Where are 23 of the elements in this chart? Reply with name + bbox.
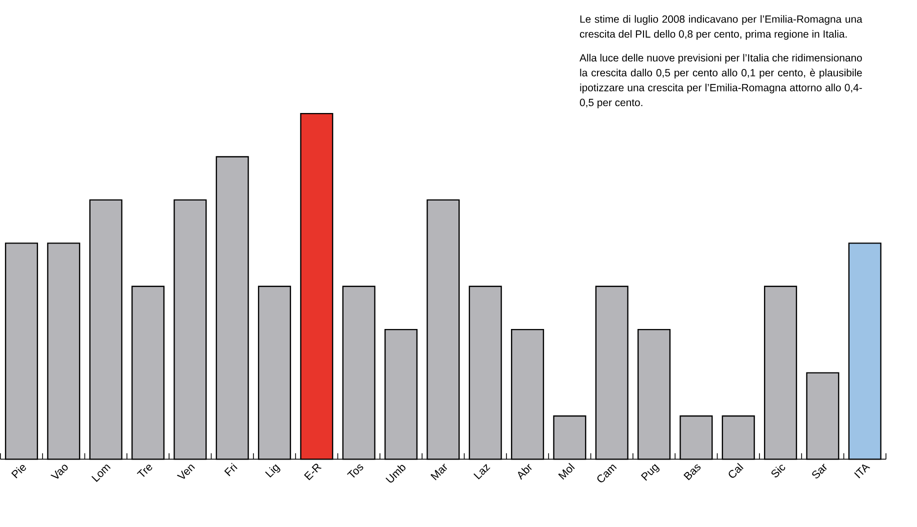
x-tick-label: Lom bbox=[91, 464, 111, 482]
x-tick-label: Vao bbox=[50, 464, 68, 479]
x-tick-label: Mar bbox=[430, 464, 448, 480]
x-tick-label: Pug bbox=[640, 464, 660, 481]
x-tick-label: Tre bbox=[136, 464, 152, 477]
x-tick-label: ITA bbox=[854, 464, 870, 478]
x-tick-label: Fri bbox=[224, 462, 238, 476]
x-tick-label: Sic bbox=[771, 464, 786, 478]
x-tick-label: Sar bbox=[812, 464, 827, 478]
x-tick-label: Lig bbox=[265, 464, 280, 478]
x-tick-label: Laz bbox=[474, 464, 490, 480]
x-tick-label: Cal bbox=[728, 462, 744, 478]
x-tick-label: Pie bbox=[11, 465, 26, 478]
text: Alla luce delle nuove previsioni per l’Italia che ridimensionano la crescita dallo 0,5 per cento allo 0,1 per cento, è plausibile ipotizzare una crescita per l’Emilia-Romagna attorno allo 0,4-0,5 per cento. bbox=[580, 54, 862, 108]
x-tick-label: Cam bbox=[597, 464, 617, 482]
x-tick-label: Abr bbox=[518, 464, 532, 480]
x-tick-label: Bas bbox=[684, 464, 701, 480]
x-tick-label: E-R bbox=[304, 464, 322, 480]
text: Le stime di luglio 2008 indicavano per l’Emilia-Romagna una crescita del PIL dello 0,8 per cento, prima regione in Italia. bbox=[580, 15, 862, 40]
x-tick-label: Ven bbox=[176, 464, 195, 479]
x-tick-label: Mol bbox=[558, 462, 575, 480]
x-tick-label: Tos bbox=[347, 464, 364, 478]
x-tick-label: Umb bbox=[386, 464, 406, 483]
